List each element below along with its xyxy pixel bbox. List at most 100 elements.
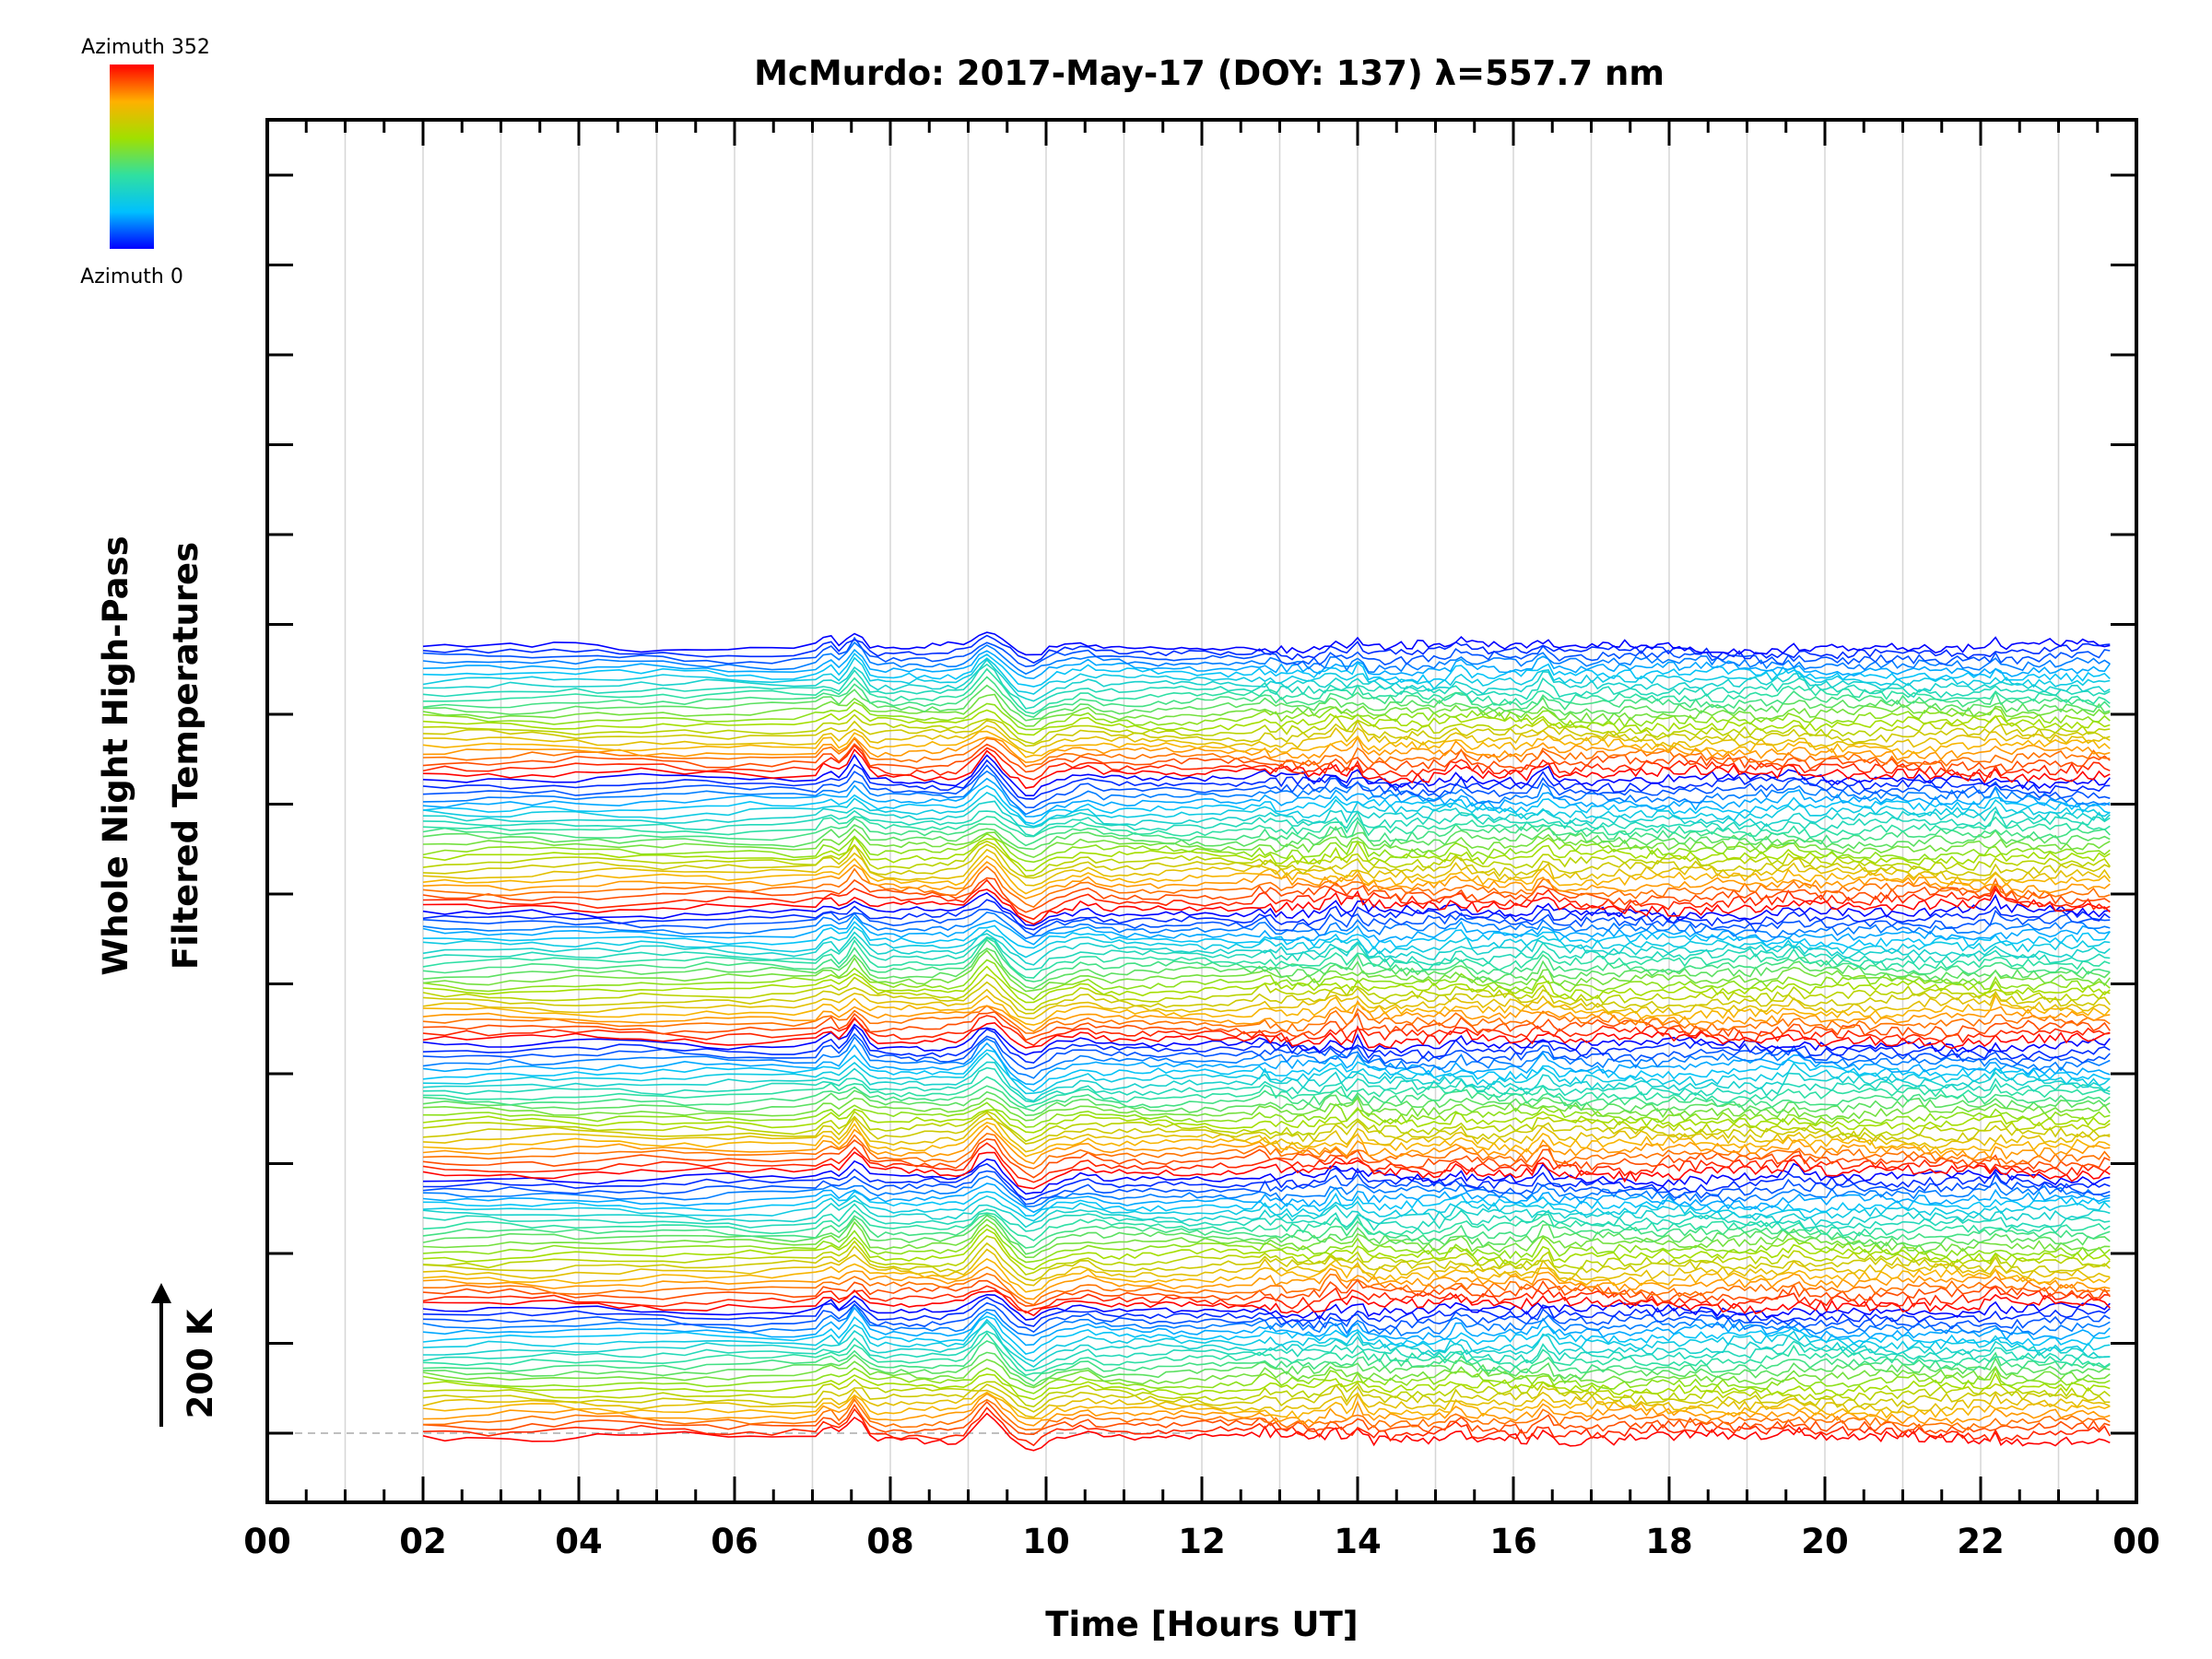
series-line xyxy=(422,912,2111,940)
series-line xyxy=(422,743,2111,773)
series-line xyxy=(422,1366,2111,1394)
series-line xyxy=(422,1273,2111,1306)
series-line xyxy=(422,1302,2111,1337)
series-line xyxy=(422,656,2111,695)
x-tick-label: 22 xyxy=(1957,1522,2005,1561)
series-line xyxy=(422,636,2111,668)
series-line xyxy=(422,981,2111,1015)
series-line xyxy=(422,1398,2111,1431)
axis-ticks xyxy=(265,120,2138,1502)
series-line xyxy=(422,1199,2111,1229)
traces xyxy=(422,631,2111,1452)
series-line xyxy=(422,641,2111,676)
series-line xyxy=(422,1076,2111,1108)
series-line xyxy=(422,759,2111,800)
series-line xyxy=(422,1182,2111,1214)
series-line xyxy=(422,1223,2111,1264)
series-line xyxy=(422,1241,2111,1282)
series-line xyxy=(422,1388,2111,1418)
series-line xyxy=(422,791,2111,828)
series-line xyxy=(422,1359,2111,1389)
series-line xyxy=(422,1371,2111,1401)
series-line xyxy=(422,1235,2111,1276)
x-tick-label: 14 xyxy=(1334,1522,1382,1561)
series-line xyxy=(422,1133,2111,1170)
series-line xyxy=(422,1041,2111,1086)
y-axis-label-line1: Whole Night High-Pass xyxy=(96,535,135,975)
series-line xyxy=(422,730,2111,759)
series-line xyxy=(422,736,2111,768)
series-line xyxy=(422,854,2111,895)
series-line xyxy=(422,878,2111,921)
series-line xyxy=(422,701,2111,731)
x-tick-label: 02 xyxy=(399,1522,447,1561)
series-line xyxy=(422,784,2111,825)
series-line xyxy=(422,1175,2111,1207)
series-line xyxy=(422,861,2111,900)
series-line xyxy=(422,817,2111,847)
series-line xyxy=(422,1351,2111,1387)
series-line xyxy=(422,1285,2111,1314)
series-line xyxy=(422,824,2111,851)
series-line xyxy=(422,1257,2111,1293)
series-line xyxy=(422,676,2111,718)
series-line xyxy=(422,719,2111,747)
series-line xyxy=(422,1301,2111,1334)
series-line xyxy=(423,667,2111,715)
series-line xyxy=(422,888,2111,925)
series-line xyxy=(422,1191,2111,1217)
x-tick-label: 00 xyxy=(2112,1522,2160,1561)
series-line xyxy=(422,959,2111,1001)
series-line xyxy=(422,735,2111,764)
series-line xyxy=(422,931,2111,966)
series-line xyxy=(422,1011,2111,1041)
series-line xyxy=(422,994,2111,1026)
series-line xyxy=(422,663,2111,710)
series-line xyxy=(422,1214,2111,1255)
series-line xyxy=(422,835,2111,872)
scale-label: 200 K xyxy=(181,1308,220,1418)
scale-indicator: 200 K xyxy=(151,1283,220,1427)
series-line xyxy=(422,658,2111,702)
colorbar xyxy=(110,65,154,249)
series-line xyxy=(422,921,2111,950)
series-line xyxy=(422,1321,2111,1368)
series-line xyxy=(422,1170,2111,1206)
series-line xyxy=(422,800,2111,829)
series-line xyxy=(422,1391,2111,1420)
series-line xyxy=(422,709,2111,736)
series-line xyxy=(422,809,2111,837)
series-line xyxy=(422,1332,2111,1376)
series-line xyxy=(422,748,2111,789)
series-line xyxy=(422,1112,2111,1145)
series-line xyxy=(422,925,2111,959)
series-line xyxy=(422,938,2111,982)
series-line xyxy=(422,1393,2111,1427)
x-axis-label: Time [Hours UT] xyxy=(1045,1605,1358,1644)
x-tick-label: 06 xyxy=(711,1522,759,1561)
x-tick-label: 00 xyxy=(243,1522,291,1561)
series-line xyxy=(422,648,2111,680)
x-tick-labels: 00 02 04 06 08 10 12 14 16 18 20 22 00 xyxy=(243,1522,2160,1561)
series-line xyxy=(422,1213,2111,1249)
series-line xyxy=(422,1293,2111,1321)
series-line xyxy=(422,1315,2111,1355)
series-line xyxy=(422,865,2111,909)
series-line xyxy=(422,1248,2111,1287)
series-line xyxy=(422,1142,2111,1183)
series-line xyxy=(422,1203,2111,1232)
series-line xyxy=(422,1106,2111,1134)
series-line xyxy=(422,816,2111,839)
series-line xyxy=(422,724,2111,755)
x-tick-label: 10 xyxy=(1022,1522,1070,1561)
colorbar-top-label: Azimuth 352 xyxy=(81,36,210,59)
series-line xyxy=(422,1089,2111,1117)
series-line xyxy=(422,1339,2111,1382)
series-line xyxy=(422,949,2111,993)
series-line xyxy=(422,634,2111,665)
series-line xyxy=(422,1378,2111,1408)
series-line xyxy=(422,713,2111,745)
x-tick-label: 08 xyxy=(866,1522,914,1561)
x-tick-label: 16 xyxy=(1489,1522,1537,1561)
series-line xyxy=(422,840,2111,877)
